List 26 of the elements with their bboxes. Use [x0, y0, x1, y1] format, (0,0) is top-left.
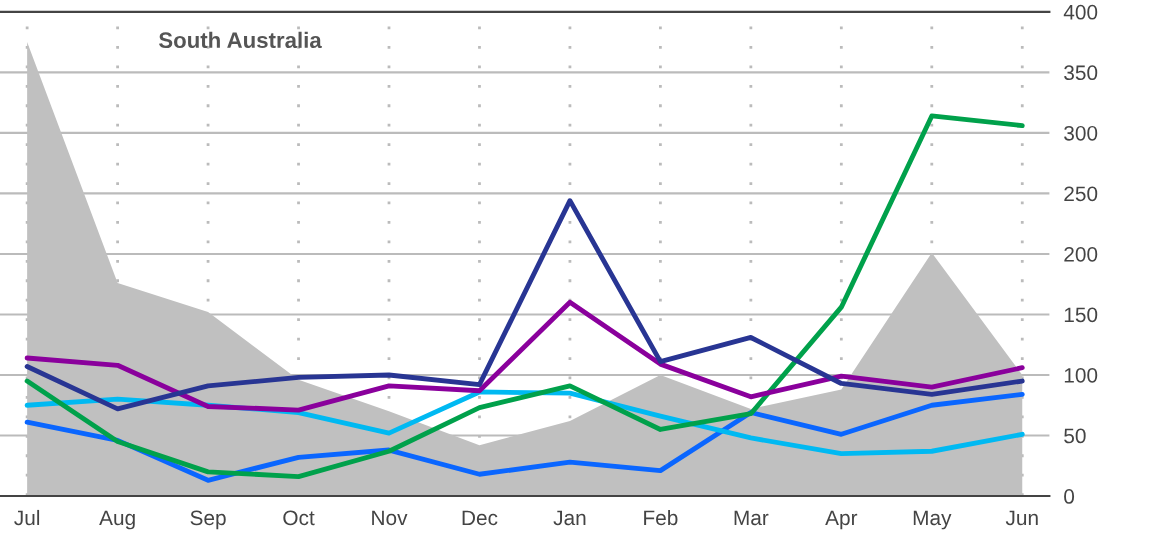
y-tick-label: 150	[1064, 307, 1098, 323]
x-tick-label: Apr	[825, 510, 858, 530]
x-tick-label: Oct	[283, 510, 315, 526]
x-tick-label: Feb	[644, 509, 678, 526]
x-tick-label: Dec	[462, 510, 498, 526]
x-tick-label: Jun	[1005, 510, 1038, 526]
y-tick-label: 350	[1064, 65, 1098, 81]
y-tick-label: 250	[1064, 186, 1098, 202]
y-tick-label: 300	[1064, 125, 1098, 141]
x-tick-label: Sep	[190, 510, 226, 530]
y-tick-label: 100	[1064, 367, 1098, 383]
x-tick-label: Mar	[734, 510, 769, 526]
line-series	[24, 198, 1025, 412]
y-tick-label: 50	[1064, 428, 1086, 444]
line-series	[24, 391, 1025, 483]
x-tick-label: Aug	[99, 510, 135, 530]
line-series	[24, 113, 1025, 480]
x-tick-label: Jul	[14, 509, 40, 526]
y-tick-label: 200	[1064, 246, 1098, 262]
x-tick-label: Jan	[553, 510, 586, 526]
y-tick-label: 400	[1063, 4, 1098, 20]
x-tick-label: May	[913, 510, 952, 530]
text: South Australia	[158, 31, 322, 49]
x-tick-label: Nov	[372, 510, 408, 526]
y-tick-label: 0	[1064, 489, 1075, 504]
line-series	[24, 299, 1025, 413]
